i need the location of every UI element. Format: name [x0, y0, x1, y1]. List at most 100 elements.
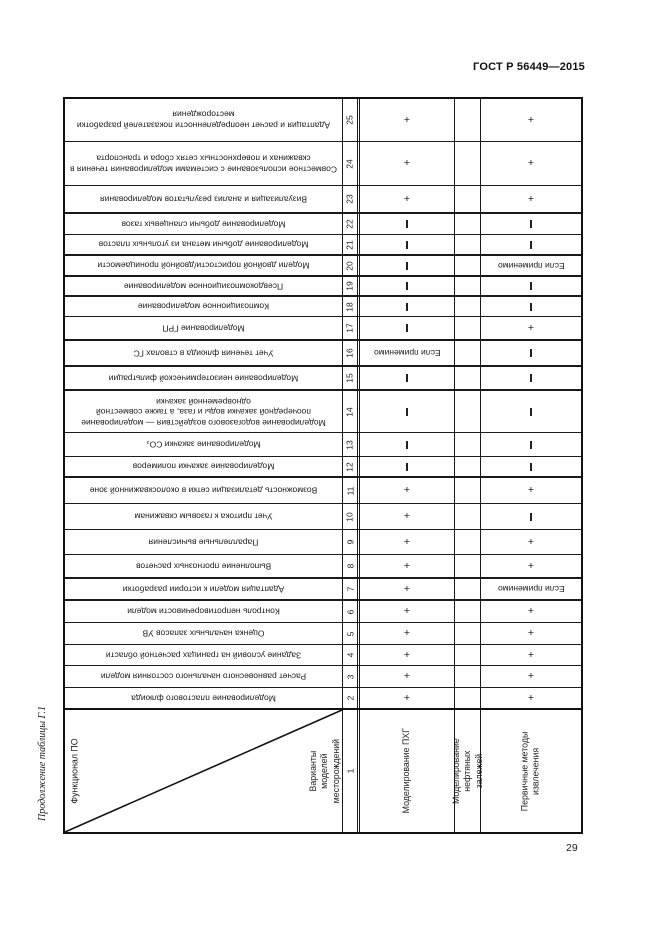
feature-description-cell: Адаптация модели к истории разработки [65, 579, 343, 599]
feature-description-text-rotated: Адаптация и расчет неопределенности пока… [76, 110, 331, 131]
feature-description-cell: Моделирование ГРП [65, 317, 343, 339]
feature-description-cell: Композиционное моделирование [65, 297, 343, 316]
value-cell [481, 341, 581, 365]
plus-mark: + [403, 535, 411, 548]
column-number-cell: 11 [343, 478, 360, 503]
minus-mark-rotated [406, 440, 408, 449]
feature-description-text-rotated: Расчет равновесного начального состояния… [100, 671, 307, 682]
column-number-cell: 17 [343, 317, 360, 339]
table-row: Оценка начальных запасов УВ 5 + + [65, 623, 581, 645]
table-row: Моделирование пластового флюида 2 + + [65, 688, 581, 708]
minus-mark-rotated [406, 407, 408, 416]
feature-description-cell: Задание условий на границах расчетной об… [65, 645, 343, 665]
feature-description-cell: Учет притока к газовым скважинам [65, 504, 343, 529]
value-cell [455, 186, 481, 212]
value-cell [360, 367, 455, 389]
column-number-cell: 6 [343, 601, 360, 622]
value-cell [455, 367, 481, 389]
table-row: Композиционное моделирование 18 [65, 297, 581, 317]
column-number-text: 4 [344, 652, 355, 658]
value-cell: + [481, 645, 581, 665]
plus-mark: + [403, 582, 411, 595]
value-cell [455, 666, 481, 687]
feature-description-cell: Учет течения флюида в стволах ГС [65, 341, 343, 365]
plus-mark: + [403, 192, 411, 205]
minus-mark-rotated [530, 512, 532, 521]
corner-label-variants: Варианты моделей месторождений [307, 710, 341, 832]
value-cell [481, 277, 581, 295]
feature-description-text-rotated: Учет притока к газовым скважинам [134, 511, 273, 522]
feature-description-cell: Оценка начальных запасов УВ [65, 623, 343, 644]
value-cell: + [481, 142, 581, 185]
plus-mark: + [527, 648, 535, 661]
value-cell [455, 277, 481, 295]
feature-description-cell: Параллельные вычисления [65, 530, 343, 554]
value-cell [455, 214, 481, 234]
value-cell: + [481, 317, 581, 339]
minus-mark-rotated [406, 220, 408, 228]
table-row: Моделирование закачки полимеров 12 [65, 457, 581, 478]
corner-label-variants-text: Варианты моделей месторождений [307, 738, 341, 804]
minus-mark-rotated [530, 240, 532, 249]
table-row: Моделирование неизотермической фильтраци… [65, 367, 581, 391]
header-modeling-pkhg-text: Моделирование ПХГ [401, 728, 412, 814]
column-number-cell: 2 [343, 688, 360, 708]
minus-mark-rotated [530, 349, 532, 357]
value-cell [481, 433, 581, 456]
minus-mark-rotated [530, 440, 532, 449]
plus-mark: + [403, 559, 411, 572]
diagonal-divider [65, 710, 342, 832]
value-cell [455, 317, 481, 339]
column-number-cell: 21 [343, 235, 360, 254]
column-number-1: 1 [344, 768, 355, 774]
value-cell [360, 457, 455, 476]
header-oil-deposits-text: Моделирование нефтяных залежей [450, 738, 484, 804]
table-row: Моделирование добычи сланцевых газов 22 [65, 214, 581, 235]
plus-mark: + [527, 321, 535, 334]
value-cell [455, 433, 481, 456]
feature-description-text-rotated: Оценка начальных запасов УВ [142, 628, 265, 639]
column-number-text: 17 [345, 323, 355, 333]
corner-cell: Функционал ПО Варианты моделей месторожд… [65, 710, 343, 832]
feature-description-text-rotated: Модели двойной пористости/двойной прониц… [97, 260, 310, 271]
feature-description-cell: Расчет равновесного начального состояния… [65, 666, 343, 687]
corner-label-functional-text: Функционал ПО [70, 738, 81, 804]
value-cell: + [481, 555, 581, 577]
value-cell: Если применимо [481, 256, 581, 275]
plus-mark: + [527, 627, 535, 640]
plus-mark: + [403, 605, 411, 618]
table-row: Совместное использование с системами мод… [65, 142, 581, 186]
value-cell: + [360, 555, 455, 577]
value-cell: + [481, 99, 581, 141]
table-row: Задание условий на границах расчетной об… [65, 645, 581, 666]
column-number-text: 10 [345, 511, 355, 522]
feature-description-text-rotated: Адаптация модели к истории разработки [122, 584, 285, 595]
feature-description-cell: Модели двойной пористости/двойной прониц… [65, 256, 343, 275]
column-number-cell: 20 [343, 256, 360, 275]
table-row: Возможность детализации сетки в околоскв… [65, 478, 581, 504]
column-number-text: 18 [345, 301, 355, 312]
value-cell: + [360, 504, 455, 529]
value-cell: + [360, 186, 455, 212]
header-oil-deposits: Моделирование нефтяных залежей [450, 710, 483, 832]
column-number-cell: 19 [343, 277, 360, 295]
plus-mark: + [403, 648, 411, 661]
column-number-cell: 25 [343, 99, 360, 141]
table-row: Параллельные вычисления 9 + + [65, 530, 581, 555]
value-cell: + [360, 478, 455, 503]
table-row: Учет притока к газовым скважинам 10 + [65, 504, 581, 530]
feature-description-text-rotated: Контроль непротиворечивости модели [127, 606, 280, 617]
value-cell [360, 214, 455, 234]
column-number-cell: 23 [343, 186, 360, 212]
value-cell [455, 601, 481, 622]
value-cell [455, 341, 481, 365]
feature-description-text-rotated: Моделирование пластового флюида [131, 693, 276, 704]
plus-mark: + [527, 113, 535, 126]
column-number-cell: 10 [343, 504, 360, 529]
value-cell [455, 688, 481, 708]
feature-description-cell: Контроль непротиворечивости модели [65, 601, 343, 622]
page-number: 29 [566, 842, 578, 854]
feature-description-cell: Выполнение прогнозных расчетов [65, 555, 343, 577]
value-cell: + [360, 530, 455, 554]
corner-label-functional: Функционал ПО [64, 710, 86, 832]
